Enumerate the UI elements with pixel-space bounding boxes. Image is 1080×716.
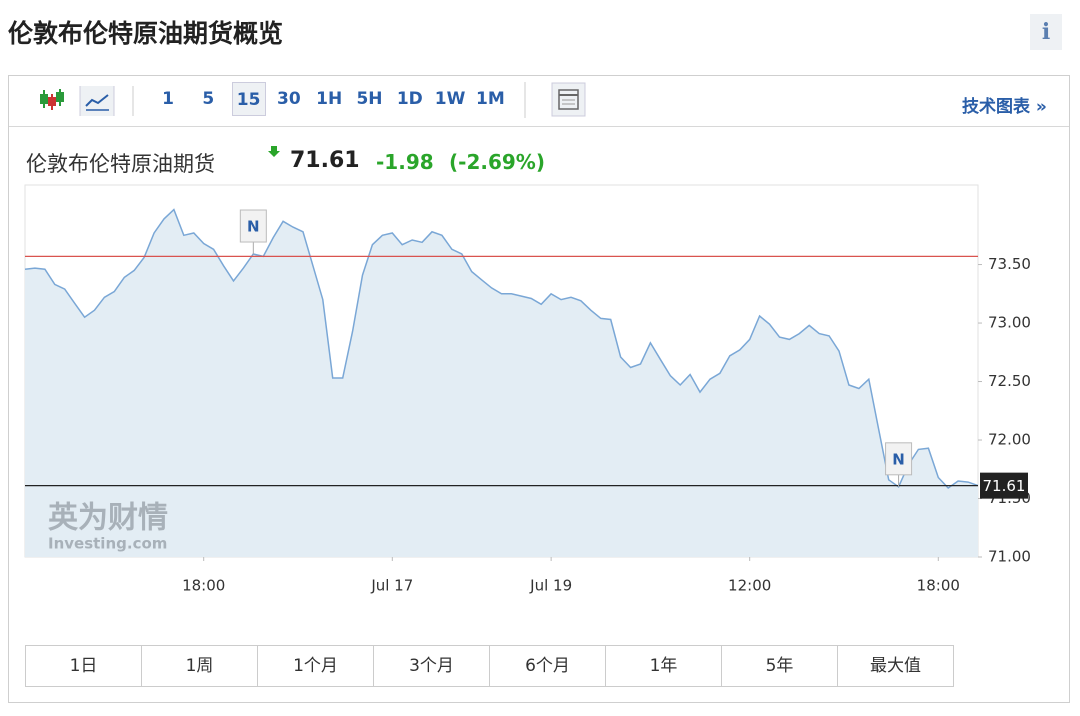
interval-button[interactable]: 30 [277,89,301,109]
y-tick-label: 72.50 [988,372,1031,390]
range-button[interactable]: 1周 [142,646,258,686]
area [25,209,978,557]
interval-button[interactable]: 5 [202,89,215,109]
quote-change: -1.98 [376,150,434,174]
tech-chart-link[interactable]: 技术图表 » [962,97,1047,117]
quote-name: 伦敦布伦特原油期货 [26,152,215,176]
range-button[interactable]: 1日 [26,646,142,686]
last-value-label: 71.61 [983,477,1026,495]
chart: 英为财情Investing.com71.0071.5072.0072.5073.… [24,184,1031,595]
page-title: 伦敦布伦特原油期货概览 [8,19,284,48]
range-buttons: 1日 1周 1个月 3个月 6个月 1年 5年 最大值 [25,645,954,687]
range-button[interactable]: 5年 [722,646,838,686]
interval-button[interactable]: 1 [162,89,174,109]
watermark-site: Investing.com [48,535,167,553]
interval-button[interactable]: 15 [231,82,266,116]
candle-icon[interactable] [40,89,64,110]
range-button[interactable]: 6个月 [490,646,606,686]
info-button[interactable]: i [1030,14,1062,50]
chart-type-icons [40,86,134,116]
news-marker [239,209,267,243]
y-tick-label: 72.00 [988,431,1031,449]
interval-button[interactable]: 1M [476,89,505,109]
news-marker [885,442,913,476]
quote-price: 71.61 [290,148,360,173]
news-label: N [892,450,905,468]
range-button[interactable]: 3个月 [374,646,490,686]
line-icon [85,94,109,107]
interval-button[interactable]: 5H [356,89,383,109]
x-tick-label: 18:00 [917,577,960,595]
news-label: N [247,218,260,236]
range-button[interactable]: 最大值 [870,656,921,676]
interval-button[interactable]: 1H [316,89,343,109]
x-tick-label: 12:00 [728,577,771,595]
y-tick-label: 73.00 [988,314,1031,332]
y-tick-label: 71.00 [988,548,1031,566]
x-tick-label: Jul 17 [370,577,413,595]
quote-change-pct: (-2.69%) [449,150,545,174]
x-tick-label: Jul 19 [529,577,572,595]
range-button[interactable]: 1个月 [258,646,374,686]
y-tick-label: 73.50 [988,255,1031,273]
chart-panel [8,75,1070,703]
down-arrow [268,146,280,157]
interval-button[interactable]: 1W [434,89,466,109]
range-button[interactable]: 1年 [606,646,722,686]
watermark-brand: 英为财情 [48,501,168,536]
table-icon [558,89,579,110]
x-tick-label: 18:00 [182,577,225,595]
table-icon-wrap [524,82,586,118]
last-value-tag [980,472,1028,499]
line-icon-bg[interactable] [79,86,115,116]
toolbar [9,76,1069,127]
line [24,208,979,489]
interval-button[interactable]: 1D [396,89,423,109]
